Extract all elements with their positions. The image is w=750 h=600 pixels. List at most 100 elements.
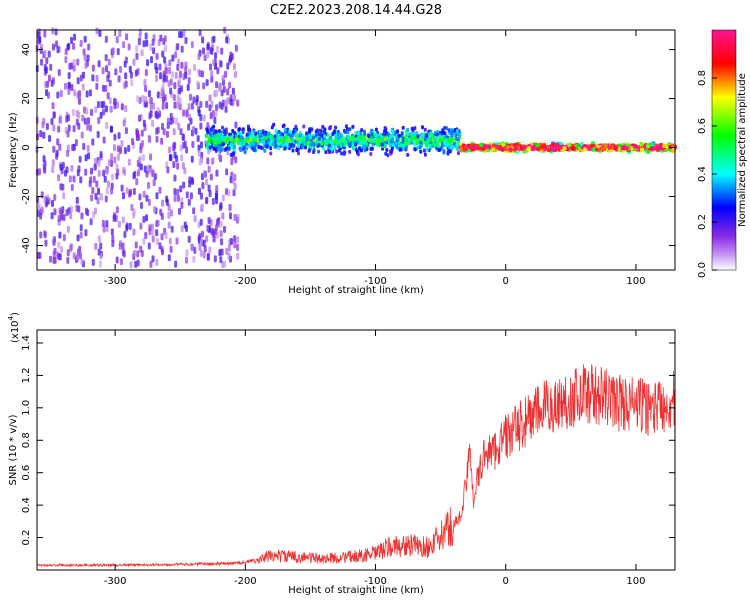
spectrogram-cell [147, 198, 151, 206]
spectrogram-cell [173, 101, 177, 109]
spectrogram-cell [167, 211, 171, 219]
spectrogram-cell [374, 127, 378, 132]
spectrogram-cell [97, 235, 101, 243]
spectrogram-cell [236, 243, 240, 251]
spectrogram-cell [52, 43, 56, 51]
spectrogram-cell [133, 170, 137, 178]
spectrogram-cell [199, 122, 203, 130]
snr-multiplier: (x104) [7, 312, 21, 343]
spectrogram-cell [98, 29, 102, 37]
spectrogram-cell [229, 212, 233, 220]
spectrogram-cell [639, 147, 644, 152]
spectrogram-cell [237, 141, 241, 146]
spectrogram-cell [70, 164, 74, 172]
spectrogram-cell [146, 164, 150, 172]
spectrogram-cell [76, 248, 80, 256]
spectrogram-cell [543, 146, 548, 151]
spectrogram-cell [207, 165, 211, 173]
spectrogram-cell [216, 218, 220, 226]
spectrogram-cell [71, 144, 75, 152]
spectrogram-cell [279, 137, 283, 142]
spectrogram-cell [213, 255, 217, 263]
spectrogram-cell [232, 144, 236, 149]
spectrogram-cell [142, 237, 146, 245]
spectrogram-cell [36, 133, 40, 141]
spectrogram-cell [51, 27, 55, 35]
spectrogram-cell [123, 82, 127, 90]
spectrogram-cell [93, 157, 97, 165]
spectrogram-cell [67, 42, 71, 50]
spectrogram-cell [284, 141, 288, 146]
spectrogram-cell [113, 133, 117, 141]
spectrogram-cell [142, 190, 146, 198]
spectrogram-cell [163, 56, 167, 64]
spectrogram-cell [216, 143, 220, 148]
spectrogram-cell [110, 153, 114, 161]
spectrogram-cell [358, 139, 362, 144]
spectrogram-cell [370, 132, 374, 137]
spectrogram-cell [136, 250, 140, 258]
spectrogram-cell [97, 117, 101, 125]
spectrogram-cell [248, 130, 252, 135]
spectrogram-cell [118, 242, 122, 250]
spectrogram-cell [77, 97, 81, 105]
spectrogram-cell [245, 146, 249, 151]
spectrogram-cell [482, 144, 487, 149]
spectrogram-cell [260, 139, 264, 144]
spectrogram-cell [141, 154, 145, 162]
spectrogram-cell [73, 89, 77, 97]
spectrogram-cell [317, 143, 321, 148]
spectrogram-cell [72, 59, 76, 67]
spectrogram-cell [129, 71, 133, 79]
spectrogram-cell [44, 81, 48, 89]
spectrogram-cell [136, 259, 140, 267]
spectrogram-cell [50, 117, 54, 125]
spectrogram-cell [217, 138, 221, 143]
spectrogram-cell [240, 135, 244, 140]
spectrogram-cell [263, 148, 267, 153]
spectrogram-cell [208, 63, 212, 71]
spectrogram-cell [165, 130, 169, 138]
spectrogram-cell [633, 144, 638, 149]
spectrogram-cell [348, 137, 352, 142]
colorbar-tick-label: 0.0 [697, 262, 708, 278]
spectrogram-cell [102, 225, 106, 233]
spectrogram-cell [445, 137, 449, 142]
snr-xlabel: Height of straight line (km) [288, 585, 424, 596]
spectrogram-cell [99, 242, 103, 250]
spectrogram-cell [85, 90, 89, 98]
spectrogram-cell [44, 66, 48, 74]
spectrogram-cell [65, 209, 69, 217]
spectrogram-cell [109, 105, 113, 113]
spectrogram-cell [315, 128, 319, 133]
spectrogram-cell [62, 214, 66, 222]
spectrogram-cell [176, 194, 180, 202]
spectrogram-cell [151, 38, 155, 46]
spectrogram-cell [161, 199, 165, 207]
spectrogram-cell [206, 43, 210, 51]
spectrogram-cell [209, 127, 213, 132]
spectrogram-cell [190, 41, 194, 49]
spectrogram-cell [56, 91, 60, 99]
spectrogram-cell [155, 229, 159, 237]
spectrogram-cell [64, 48, 68, 56]
spectrogram-cell [199, 238, 203, 246]
spectrogram-cell [64, 56, 68, 64]
spectrogram-cell [390, 129, 394, 134]
spectrogram-cell [421, 125, 425, 130]
spectrogram-cell [378, 137, 382, 142]
spectrogram-cell [160, 137, 164, 145]
spectrogram-cell [151, 227, 155, 235]
spectrogram-cell [185, 249, 189, 257]
spectrogram-cell [78, 91, 82, 99]
spectrogram-cell [59, 116, 63, 124]
spectrogram-cell [58, 231, 62, 239]
spectrogram-cell [183, 221, 187, 229]
spectrogram-cell [199, 101, 203, 109]
spectrogram-cell [230, 237, 234, 245]
spectrogram-cell [139, 222, 143, 230]
spectrogram-cell [176, 188, 180, 196]
spectrogram-cell [149, 110, 153, 118]
spectrogram-cell [412, 142, 416, 147]
spectrogram-cell [139, 146, 143, 154]
